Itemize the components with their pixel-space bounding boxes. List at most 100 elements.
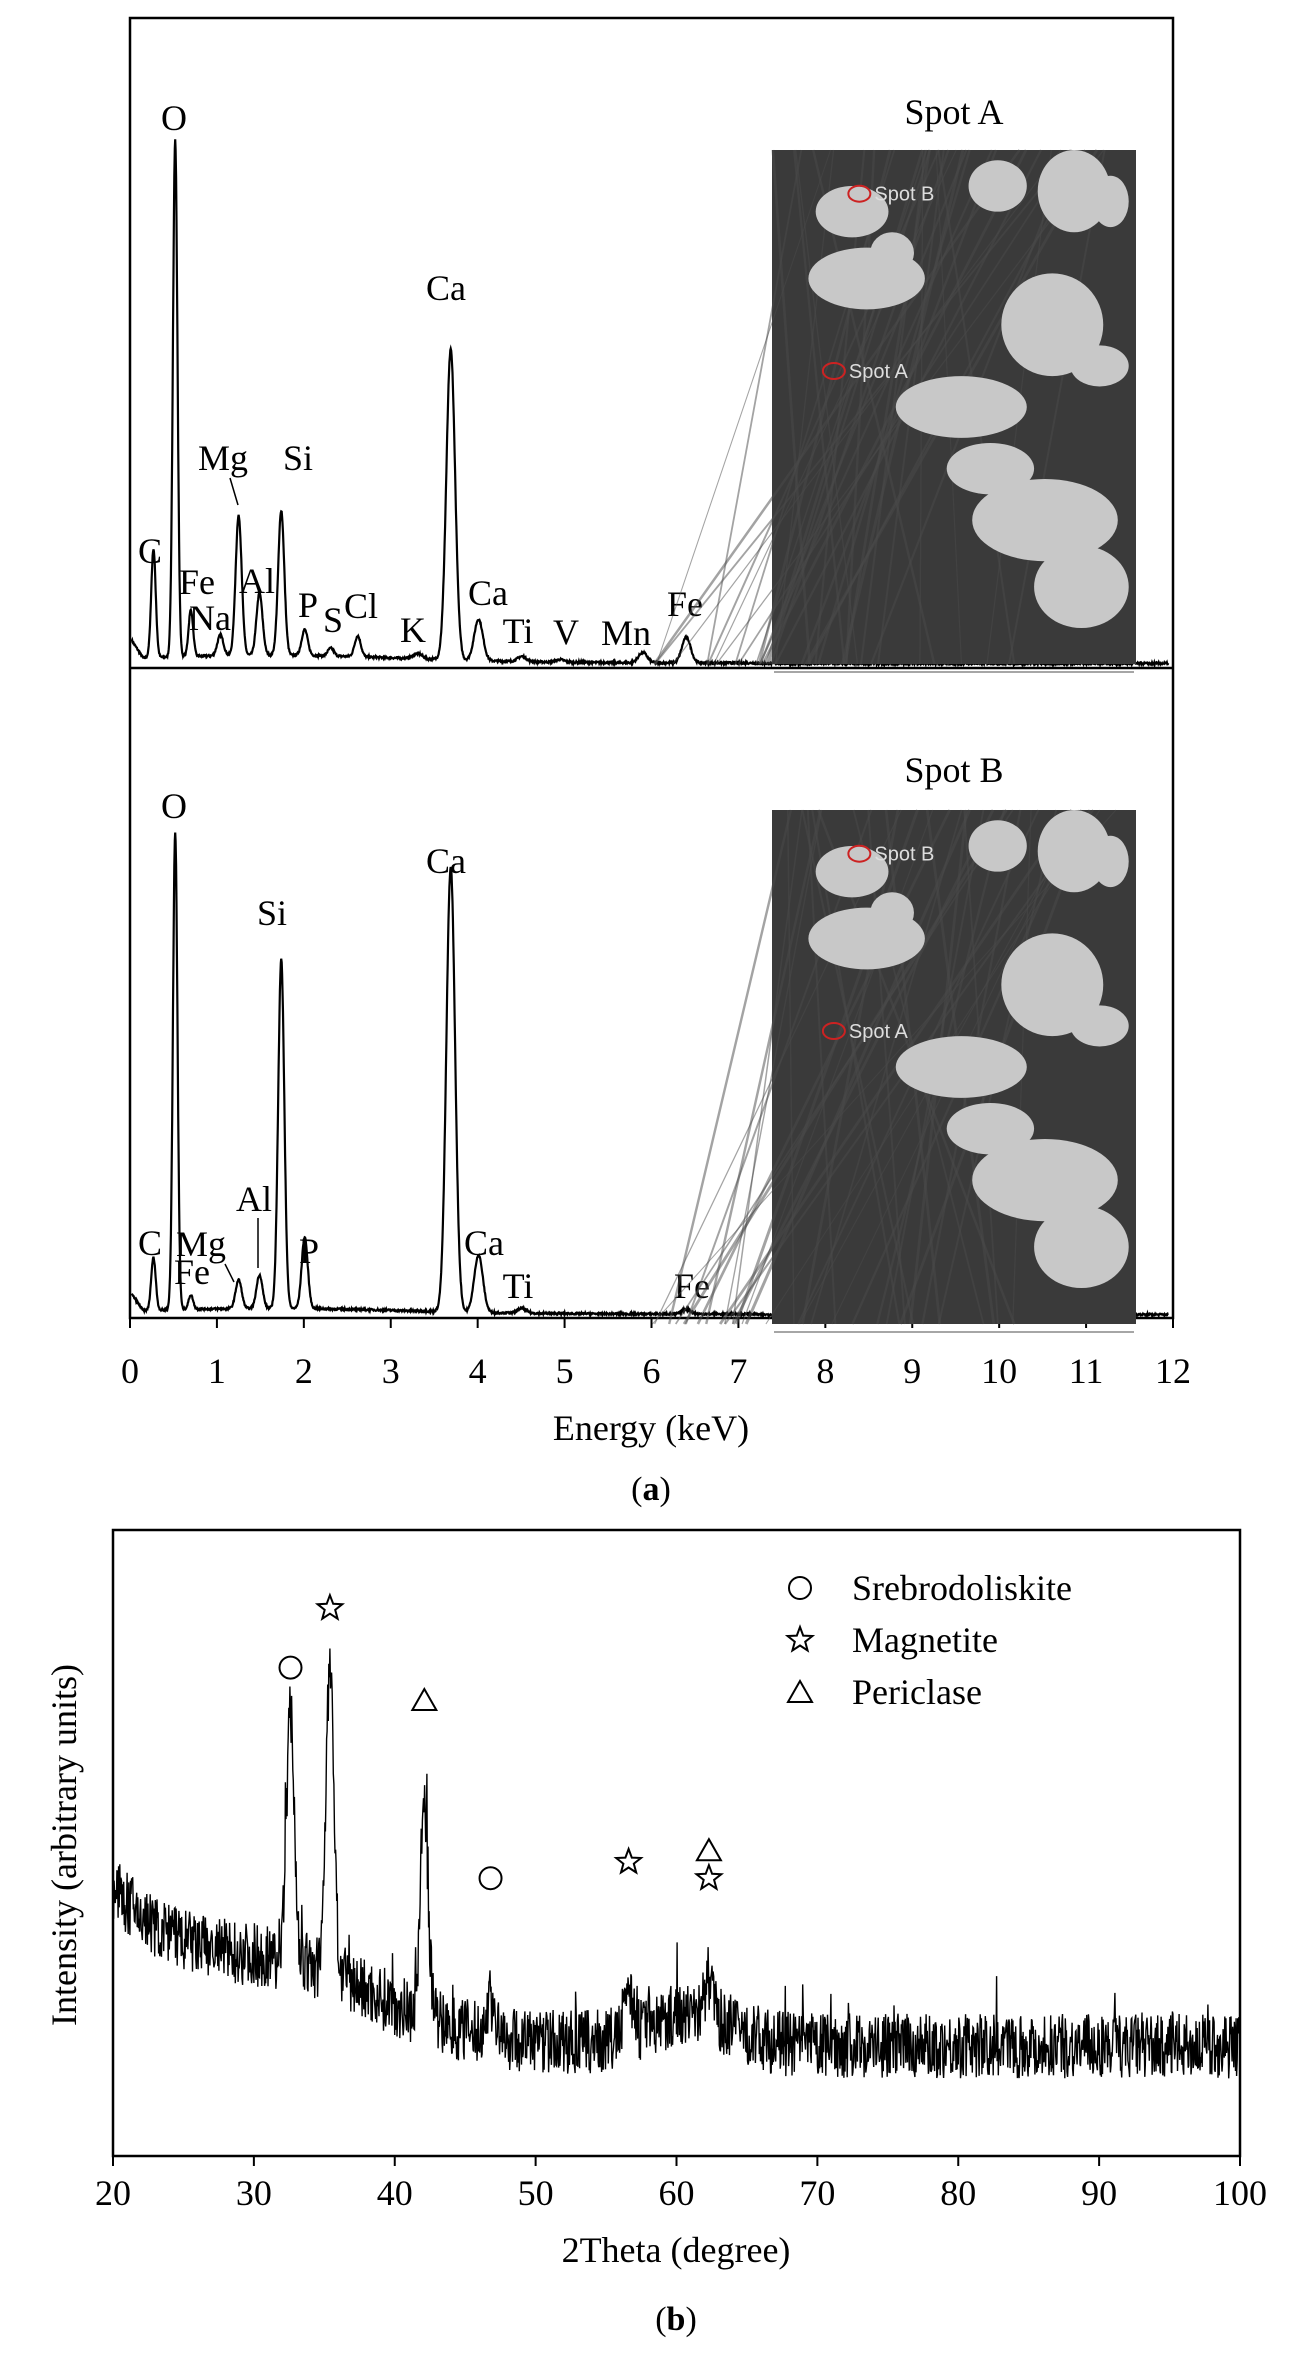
sem-particle bbox=[815, 185, 889, 238]
legend-star-icon bbox=[784, 1624, 816, 1653]
sem-texture-streak bbox=[845, 149, 876, 665]
sem-texture-streak bbox=[757, 149, 892, 665]
sem-texture-streak bbox=[732, 809, 995, 1325]
sem-texture-streak bbox=[705, 809, 822, 1325]
x-tick-label: 1 bbox=[208, 1351, 226, 1391]
spot-label: Spot B bbox=[874, 184, 934, 206]
x-tick-label: 3 bbox=[382, 1351, 400, 1391]
sem-texture-streak bbox=[675, 809, 1014, 1325]
peak-label: C bbox=[138, 531, 162, 571]
x-tick-label: 0 bbox=[121, 1351, 139, 1391]
peak-label: Ti bbox=[503, 611, 534, 651]
x-tick-label: 8 bbox=[816, 1351, 834, 1391]
peak-label: S bbox=[323, 600, 343, 640]
peak-label: Ca bbox=[426, 841, 466, 881]
panel-b-x-axis-title: 2Theta (degree) bbox=[562, 2230, 791, 2270]
x-tick-label: 6 bbox=[643, 1351, 661, 1391]
panel-b-legend: Srebrodoliskite Magnetite Periclase bbox=[784, 1568, 1072, 1712]
sem-particle bbox=[1037, 810, 1111, 893]
sem-texture-streak bbox=[817, 149, 971, 665]
panel-a-x-axis: 0 1 2 3 4 5 6 7 8 9 10 11 12 bbox=[121, 1318, 1191, 1391]
x-tick-label: 60 bbox=[659, 2173, 695, 2213]
inset-title: Spot A bbox=[904, 92, 1003, 132]
star-marker bbox=[314, 1592, 345, 1621]
peak-label: Mg bbox=[198, 438, 248, 478]
sem-texture-streak bbox=[706, 149, 803, 665]
panel-a-x-axis-title: Energy (keV) bbox=[553, 1408, 749, 1448]
x-tick-label: 20 bbox=[95, 2173, 131, 2213]
peak-label: Al bbox=[236, 1179, 272, 1219]
legend-triangle-icon bbox=[786, 1678, 814, 1703]
panel-b-x-axis: 20 30 40 50 60 70 80 90 100 bbox=[95, 2156, 1267, 2213]
legend-circle-icon bbox=[788, 1576, 812, 1600]
sem-particle bbox=[870, 892, 914, 934]
x-tick-label: 40 bbox=[377, 2173, 413, 2213]
sem-texture-streak bbox=[1008, 149, 1106, 665]
peak-leader-line bbox=[224, 1263, 235, 1283]
spot-marker bbox=[821, 362, 846, 381]
sem-texture-streak bbox=[654, 149, 1073, 665]
spot-label: Spot B bbox=[874, 844, 934, 866]
sem-texture-streak bbox=[806, 809, 837, 1325]
x-tick-label: 90 bbox=[1081, 2173, 1117, 2213]
spot-marker bbox=[847, 844, 872, 863]
sem-particle bbox=[968, 160, 1027, 212]
sem-particle bbox=[972, 1138, 1118, 1222]
spot-marker bbox=[847, 184, 872, 203]
x-tick-label: 5 bbox=[556, 1351, 574, 1391]
peak-label: C bbox=[138, 1223, 162, 1263]
peak-label: Ca bbox=[468, 573, 508, 613]
sem-particle bbox=[1001, 933, 1104, 1037]
triangle-marker bbox=[695, 1837, 723, 1862]
spot-label: Spot A bbox=[849, 1021, 909, 1043]
sem-texture-streak bbox=[655, 149, 832, 665]
sem-particle bbox=[946, 1102, 1035, 1155]
x-tick-label: 4 bbox=[469, 1351, 487, 1391]
sem-texture-streak bbox=[696, 809, 951, 1325]
peak-label: Al bbox=[239, 561, 275, 601]
sem-particle bbox=[972, 478, 1118, 562]
panel-b-frame bbox=[111, 1528, 1242, 2158]
sem-particle bbox=[895, 1036, 1027, 1098]
x-tick-label: 80 bbox=[940, 2173, 976, 2213]
sem-texture-streak bbox=[775, 149, 835, 665]
triangle-marker bbox=[410, 1686, 439, 1711]
x-tick-label: 70 bbox=[799, 2173, 835, 2213]
peak-label: Fe bbox=[174, 1252, 210, 1292]
sem-texture-streak bbox=[795, 149, 859, 665]
x-tick-label: 30 bbox=[236, 2173, 272, 2213]
sem-particle bbox=[1034, 1205, 1129, 1289]
sem-particle bbox=[1034, 545, 1129, 629]
sem-inset-spot-b: Spot B Spot B Spot A bbox=[652, 750, 1136, 1333]
spot-label: Spot A bbox=[849, 361, 909, 383]
sem-texture-streak bbox=[771, 149, 811, 665]
xrd-pattern bbox=[112, 1592, 1241, 2079]
sem-texture-streak bbox=[713, 149, 957, 665]
sem-particle bbox=[1070, 1005, 1129, 1047]
sem-texture-streak bbox=[793, 149, 846, 665]
peak-label: P bbox=[298, 585, 318, 625]
sem-texture-streak bbox=[682, 809, 1008, 1325]
peak-label: P bbox=[299, 1231, 319, 1271]
legend-label: Periclase bbox=[852, 1672, 982, 1712]
panel-b-y-axis-title: Intensity (arbitrary units) bbox=[44, 1664, 84, 2026]
peak-label: O bbox=[161, 98, 187, 138]
x-tick-label: 11 bbox=[1069, 1351, 1104, 1391]
peak-label: Ca bbox=[464, 1223, 504, 1263]
x-tick-label: 7 bbox=[729, 1351, 747, 1391]
inset-title: Spot B bbox=[904, 750, 1003, 790]
sem-texture-streak bbox=[667, 809, 793, 1325]
sem-texture-streak bbox=[724, 809, 823, 1325]
peak-label: Mn bbox=[601, 613, 651, 653]
sem-particle bbox=[870, 232, 914, 274]
panel-b-caption: (b) bbox=[655, 2301, 697, 2338]
peak-leader-line bbox=[229, 477, 239, 506]
panel-a-caption: (a) bbox=[631, 1471, 671, 1508]
sem-texture-streak bbox=[653, 149, 1021, 665]
sem-particle bbox=[1092, 835, 1129, 888]
x-tick-label: 9 bbox=[903, 1351, 921, 1391]
peak-label: Si bbox=[257, 893, 287, 933]
sem-inset-spot-a: Spot A Spot B Spot A bbox=[653, 92, 1136, 673]
peak-label: Ca bbox=[426, 268, 466, 308]
